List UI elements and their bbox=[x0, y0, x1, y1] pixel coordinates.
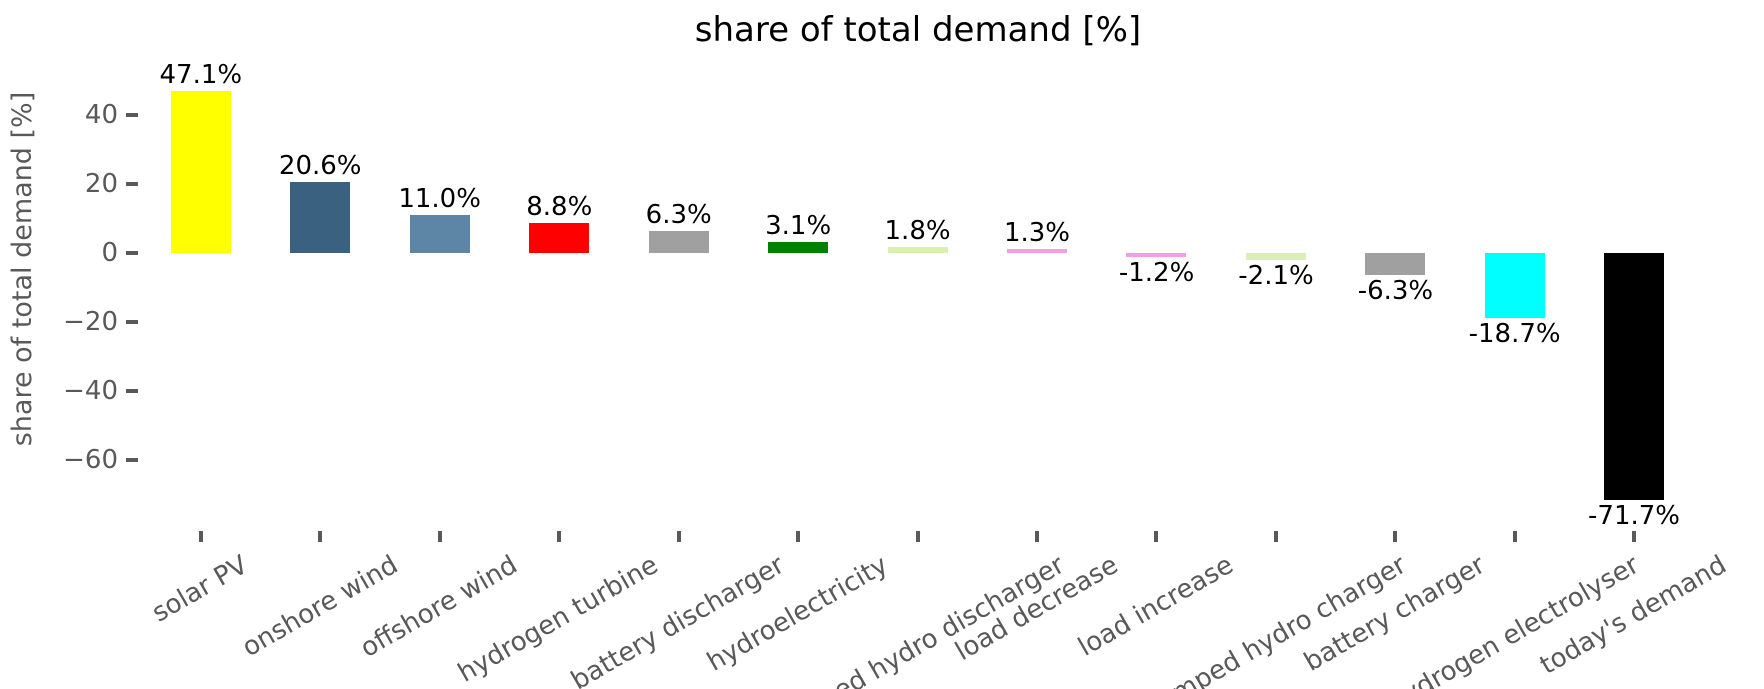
y-tick-label-20: 20 bbox=[84, 169, 118, 199]
x-tick-mark-pumped-hydro-discharger bbox=[915, 531, 920, 542]
x-tick-mark-load-increase bbox=[1154, 531, 1159, 542]
bar-battery-charger bbox=[1365, 253, 1426, 275]
bar-value-label-solar-pv: 47.1% bbox=[159, 59, 243, 90]
bar-pumped-hydro-charger bbox=[1245, 253, 1306, 261]
bar-value-label-today-s-demand: -71.7% bbox=[1588, 501, 1681, 532]
y-tick-mark-40 bbox=[126, 113, 138, 117]
bar-onshore-wind bbox=[290, 181, 351, 253]
y-tick-mark-20 bbox=[126, 182, 138, 186]
bar-value-label-hydrogen-turbine: 8.8% bbox=[526, 191, 593, 222]
bar-load-decrease bbox=[1006, 248, 1067, 253]
bar-value-label-offshore-wind: 11.0% bbox=[398, 184, 481, 215]
x-tick-mark-battery-discharger bbox=[676, 531, 681, 542]
x-tick-mark-hydroelectricity bbox=[796, 531, 801, 542]
bar-today-s-demand bbox=[1604, 253, 1665, 501]
y-tick-label--20: −20 bbox=[63, 307, 118, 337]
y-tick-mark-0 bbox=[126, 251, 138, 255]
y-tick-label--60: −60 bbox=[63, 445, 118, 475]
y-tick-label-0: 0 bbox=[101, 238, 118, 268]
bar-solar-pv bbox=[171, 90, 231, 253]
bar-pumped-hydro-discharger bbox=[887, 246, 948, 253]
y-tick-mark--40 bbox=[126, 389, 138, 393]
bar-value-label-hydrogen-electrolyser: -18.7% bbox=[1468, 318, 1561, 349]
bar-offshore-wind bbox=[409, 215, 470, 253]
y-tick-label--40: −40 bbox=[63, 376, 118, 406]
bar-hydroelectricity bbox=[768, 242, 829, 253]
x-tick-mark-onshore-wind bbox=[318, 531, 323, 542]
y-tick-label-40: 40 bbox=[84, 100, 118, 130]
bar-hydrogen-turbine bbox=[529, 222, 590, 253]
bar-value-label-battery-charger: -6.3% bbox=[1357, 275, 1434, 306]
y-tick-mark--60 bbox=[126, 458, 138, 462]
x-tick-mark-load-decrease bbox=[1034, 531, 1039, 542]
bar-value-label-battery-discharger: 6.3% bbox=[645, 200, 712, 231]
x-tick-mark-solar-pv bbox=[199, 531, 203, 542]
bar-value-label-pumped-hydro-charger: -2.1% bbox=[1238, 261, 1314, 292]
chart-title: share of total demand [%] bbox=[694, 10, 1142, 50]
bar-value-label-load-increase: -1.2% bbox=[1118, 258, 1195, 289]
x-tick-mark-pumped-hydro-charger bbox=[1273, 531, 1278, 542]
bar-battery-discharger bbox=[648, 231, 709, 253]
bar-value-label-pumped-hydro-discharger: 1.8% bbox=[884, 215, 951, 246]
x-tick-mark-hydrogen-electrolyser bbox=[1512, 531, 1517, 542]
bar-value-label-load-decrease: 1.3% bbox=[1003, 217, 1070, 248]
x-category-label-solar-pv: solar PV bbox=[147, 550, 254, 629]
bar-value-label-hydroelectricity: 3.1% bbox=[765, 211, 832, 242]
bar-load-increase bbox=[1126, 253, 1187, 258]
bar-hydrogen-electrolyser bbox=[1484, 253, 1545, 318]
x-tick-mark-offshore-wind bbox=[437, 531, 442, 542]
bar-value-label-onshore-wind: 20.6% bbox=[278, 150, 362, 181]
y-tick-mark--20 bbox=[126, 320, 138, 324]
x-tick-mark-today-s-demand bbox=[1632, 531, 1637, 542]
x-tick-mark-hydrogen-turbine bbox=[557, 531, 562, 542]
x-tick-mark-battery-charger bbox=[1393, 531, 1398, 542]
